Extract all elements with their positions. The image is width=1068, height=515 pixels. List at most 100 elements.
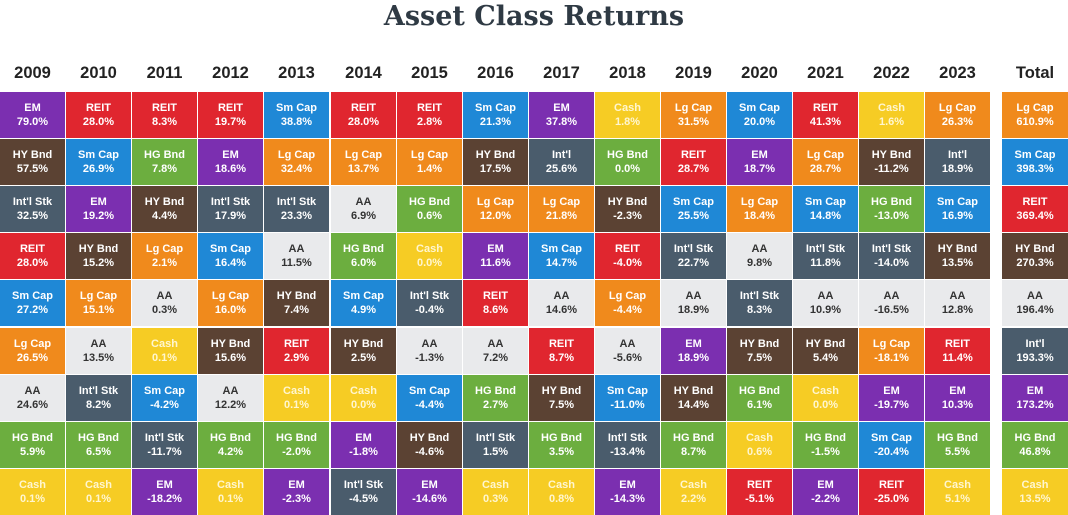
asset-class-label: EM [619,479,636,491]
return-value: 5.1% [944,493,971,505]
return-value: -11.7% [147,446,182,458]
asset-class-label: AA [619,338,636,350]
asset-class-label: Sm Cap [343,290,384,302]
return-value: 0.1% [151,352,178,364]
asset-class-label: Cash [746,432,773,444]
asset-class-label: AA [156,290,173,302]
return-value: 18.6% [214,163,247,175]
asset-class-label: EM [751,149,768,161]
asset-class-label: AA [685,290,702,302]
return-value: 0.6% [746,446,773,458]
asset-class-label: HG Bnd [210,432,251,444]
return-cell: Cash 0.1% [198,469,263,515]
return-value: 46.8% [1019,446,1051,458]
return-value: -13.4% [610,446,645,458]
return-value: 57.5% [16,163,49,175]
return-cell: Cash 1.6% [859,92,924,138]
asset-class-label: Cash [19,479,46,491]
return-value: 18.7% [743,163,776,175]
return-value: 8.3% [151,116,178,128]
asset-class-label: Sm Cap [805,196,846,208]
asset-class-label: HY Bnd [276,290,317,302]
asset-class-label: AA [288,243,305,255]
return-cell: Sm Cap 16.4% [198,233,263,279]
asset-class-label: HG Bnd [12,432,53,444]
return-cell: Lg Cap 31.5% [661,92,726,138]
asset-class-label: AA [355,196,372,208]
return-cell: Lg Cap 26.5% [0,328,65,374]
asset-class-label: Cash [217,479,244,491]
return-cell: HG Bnd 2.7% [463,375,528,421]
return-cell: EM -19.7% [859,375,924,421]
return-cell: HG Bnd 8.7% [661,422,726,468]
asset-class-label: Lg Cap [79,290,118,302]
asset-class-label: Sm Cap [739,102,780,114]
return-value: 21.8% [545,210,578,222]
return-cell: REIT 8.7% [529,328,594,374]
return-cell: Int'l Stk 17.9% [198,186,263,232]
asset-class-label: REIT [416,102,443,114]
return-value: 6.1% [746,399,773,411]
return-value: -4.2% [150,399,179,411]
column-header-2009: 2009 [14,64,51,82]
column-header-2017: 2017 [543,64,580,82]
asset-class-label: HG Bnd [937,432,978,444]
asset-class-label: REIT [878,479,905,491]
asset-class-label: Lg Cap [211,290,250,302]
return-cell: REIT 11.4% [925,328,990,374]
return-cell: HY Bnd 17.5% [463,139,528,185]
column-header-2013: 2013 [278,64,315,82]
return-value: 1.8% [614,116,641,128]
return-cell: EM 10.3% [925,375,990,421]
return-value: 79.0% [16,116,49,128]
asset-class-label: Cash [680,479,707,491]
asset-class-label: HY Bnd [343,338,384,350]
return-value: -2.3% [613,210,642,222]
asset-class-label: Lg Cap [740,196,779,208]
return-value: 9.8% [746,257,773,269]
return-value: -11.0% [610,399,645,411]
return-cell: Int'l Stk -14.0% [859,233,924,279]
asset-class-label: Cash [944,479,971,491]
asset-class-label: REIT [1022,196,1048,208]
asset-class-label: HY Bnd [871,149,912,161]
asset-class-label: EM [553,102,570,114]
return-cell: HY Bnd 14.4% [661,375,726,421]
return-value: -1.3% [415,352,444,364]
return-cell: REIT 28.0% [0,233,65,279]
return-cell: Lg Cap 2.1% [132,233,197,279]
return-value: 13.5% [941,257,974,269]
return-value: -13.0% [874,210,909,222]
return-value: 28.0% [347,116,380,128]
return-cell: Cash 0.0% [331,375,396,421]
return-cell: Sm Cap 27.2% [0,280,65,326]
asset-class-label: HG Bnd [1014,432,1056,444]
return-value: 18.9% [941,163,974,175]
return-value: 0.0% [350,399,377,411]
return-value: 15.1% [82,304,115,316]
asset-class-label: Lg Cap [410,149,449,161]
column-header-2018: 2018 [609,64,646,82]
asset-class-label: Sm Cap [607,385,648,397]
return-cell: REIT 369.4% [1002,186,1068,232]
asset-class-label: Cash [812,385,839,397]
return-value: 0.0% [416,257,443,269]
return-cell: Cash 0.0% [793,375,858,421]
return-value: 16.4% [214,257,247,269]
asset-class-label: Cash [548,479,575,491]
asset-class-label: Lg Cap [277,149,316,161]
return-value: 28.7% [809,163,842,175]
return-cell: Lg Cap 21.8% [529,186,594,232]
asset-class-label: Lg Cap [344,149,383,161]
asset-class-label: Sm Cap [12,290,53,302]
return-value: 32.4% [280,163,313,175]
asset-class-label: HG Bnd [409,196,450,208]
asset-class-label: Int'l Stk [409,290,450,302]
return-value: -2.2% [811,493,840,505]
column-header-2011: 2011 [146,64,183,82]
return-value: 19.2% [82,210,115,222]
column-header-2022: 2022 [873,64,910,82]
return-value: 1.4% [416,163,443,175]
return-cell: HG Bnd 7.8% [132,139,197,185]
asset-class-label: EM [355,432,372,444]
